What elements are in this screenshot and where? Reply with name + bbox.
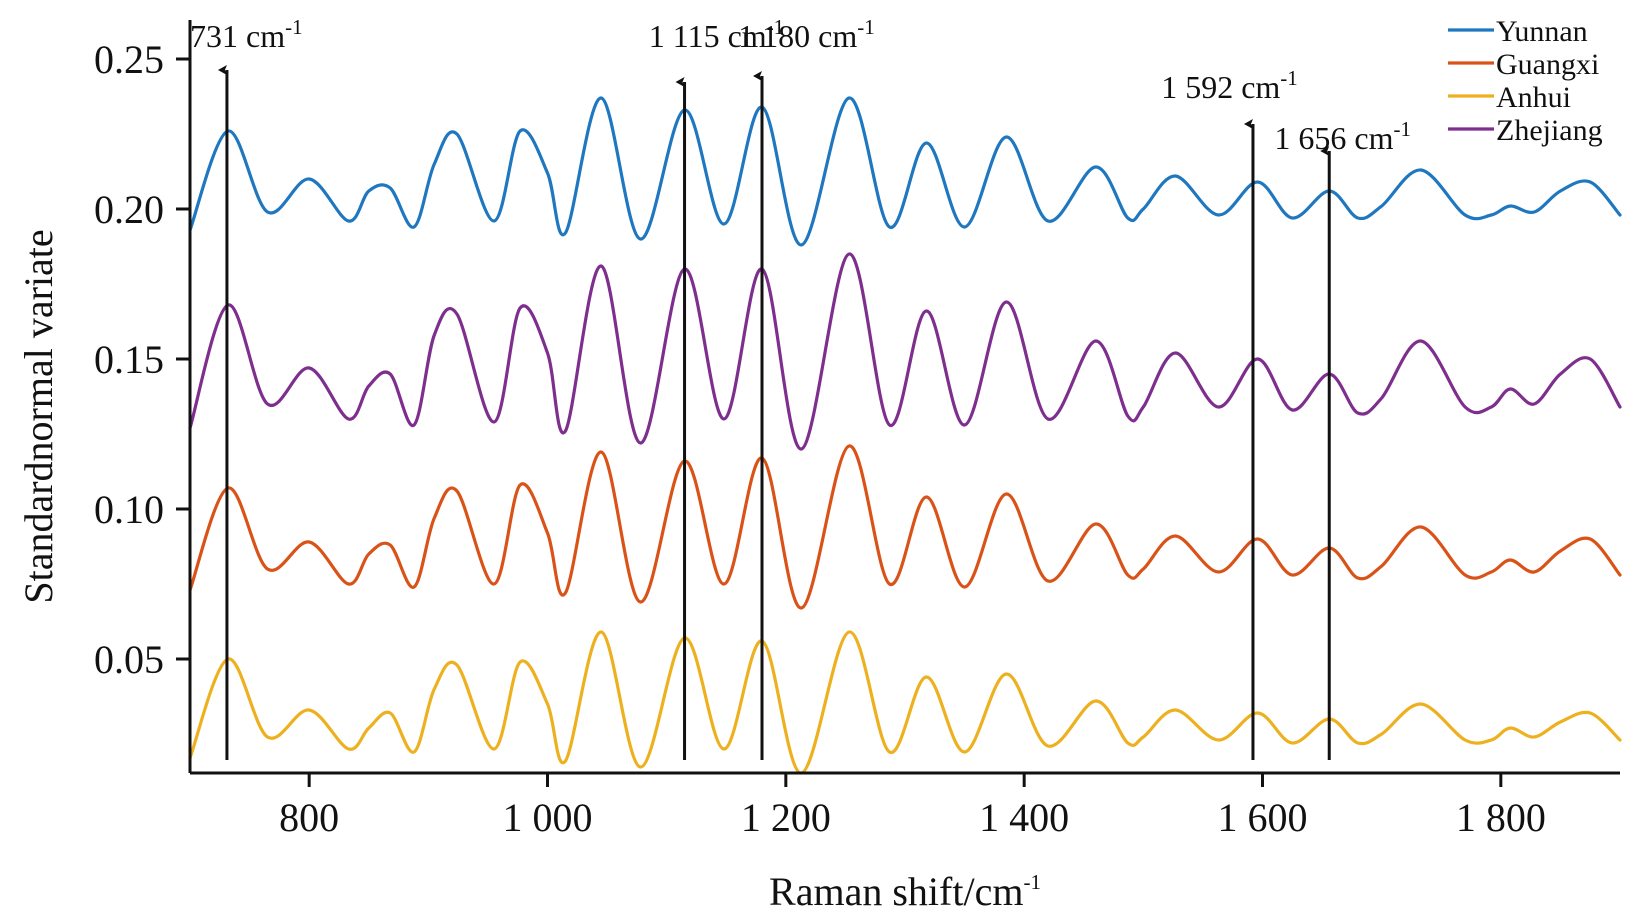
axes-layer bbox=[188, 20, 1620, 775]
series-line-zhejiang bbox=[188, 252, 1622, 451]
peak-label: 1 180 cm-1 bbox=[738, 15, 875, 54]
x-tick-label: 1 000 bbox=[503, 795, 593, 840]
legend-label-zhejiang: Zhejiang bbox=[1496, 114, 1603, 147]
peak-label-text: 731 cm bbox=[190, 18, 285, 54]
x-tick-label: 1 600 bbox=[1218, 795, 1308, 840]
peak-label-text: 1 115 cm bbox=[649, 18, 767, 54]
peak-label-superscript: -1 bbox=[1280, 66, 1298, 90]
peak-label: 1 656 cm-1 bbox=[1274, 117, 1411, 156]
x-tick-label: 800 bbox=[279, 795, 339, 840]
peak-label-superscript: -1 bbox=[1394, 117, 1412, 141]
peak-label-superscript: -1 bbox=[285, 15, 303, 39]
y-tick-label: 0.10 bbox=[94, 487, 164, 532]
x-tick-label: 1 400 bbox=[979, 795, 1069, 840]
peak-label: 1 115 cm-1 bbox=[649, 15, 784, 54]
x-axis-title-superscript: -1 bbox=[1023, 870, 1041, 894]
peak-label: 1 592 cm-1 bbox=[1161, 66, 1298, 105]
series-line-yunnan bbox=[188, 96, 1622, 247]
series-line-anhui bbox=[188, 630, 1622, 775]
peak-label-text: 1 592 cm bbox=[1161, 69, 1280, 105]
series-layer bbox=[188, 96, 1622, 775]
y-tick-label: 0.05 bbox=[94, 637, 164, 682]
peak-label-text: 1 656 cm bbox=[1274, 120, 1393, 156]
x-tick-label: 1 800 bbox=[1456, 795, 1546, 840]
y-tick-label: 0.25 bbox=[94, 37, 164, 82]
peak-label-text: 1 180 cm bbox=[738, 18, 857, 54]
x-axis-title: Raman shift/cm-1 bbox=[769, 869, 1041, 914]
legend-label-anhui: Anhui bbox=[1496, 81, 1571, 114]
series-line-guangxi bbox=[188, 444, 1622, 610]
legend-label-yunnan: Yunnan bbox=[1496, 15, 1588, 48]
y-tick-label: 0.20 bbox=[94, 187, 164, 232]
peak-label-superscript: -1 bbox=[857, 15, 875, 39]
y-axis-title: Standardnormal variate bbox=[16, 229, 61, 603]
peak-label-superscript: -1 bbox=[767, 15, 785, 39]
peak-label: 731 cm-1 bbox=[190, 15, 303, 54]
x-tick-label: 1 200 bbox=[741, 795, 831, 840]
tick-layer: 800 1 000 1 200 1 400 1 600 1 800 0.05 0.10 0.15… bbox=[94, 37, 1546, 840]
y-tick-label: 0.15 bbox=[94, 337, 164, 382]
legend-label-guangxi: Guangxi bbox=[1496, 48, 1599, 81]
x-axis-title-text: Raman shift/cm bbox=[769, 869, 1023, 914]
annotation-layer: 731 cm-1 1 115 cm-11 180 cm-11 592 cm-11 … bbox=[190, 15, 1411, 760]
